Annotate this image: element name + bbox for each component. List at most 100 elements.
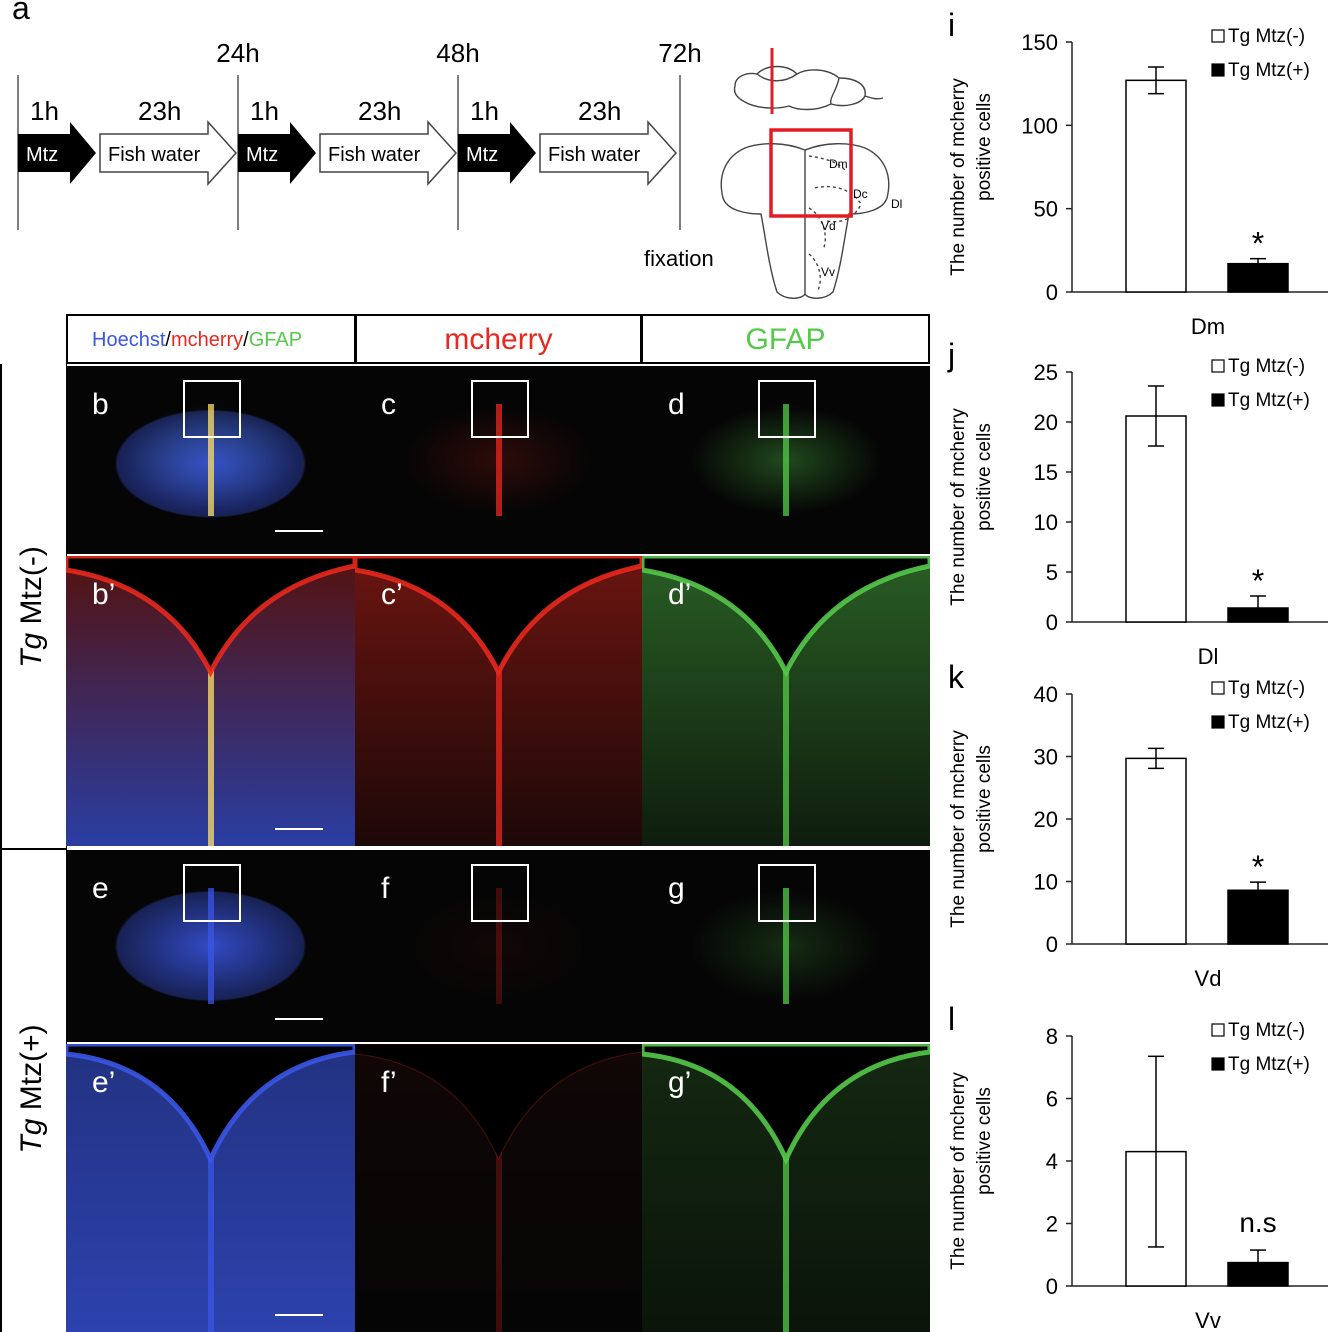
x-axis-label: Vd bbox=[1195, 966, 1222, 990]
micrograph-gfap-row4: g’ bbox=[642, 1044, 930, 1332]
inset-box bbox=[470, 380, 529, 438]
micrograph-merge-row3: e bbox=[66, 850, 355, 1042]
row-label-mtz-minus: Tg Mtz(-) bbox=[15, 546, 48, 668]
bar-chart-dl: j 0 5 10 15 20 25 The number of mcherry positive… bbox=[947, 337, 1328, 668]
scale-bar bbox=[275, 1018, 323, 1020]
header-mcherry: mcherry bbox=[355, 314, 642, 364]
ventricle-outline bbox=[642, 1044, 930, 1166]
scale-bar bbox=[275, 828, 323, 830]
legend-swatch bbox=[1211, 63, 1225, 77]
y-tick-label: 4 bbox=[1046, 1149, 1058, 1174]
step-label: Fish water bbox=[548, 144, 641, 166]
duration-label: 23h bbox=[578, 96, 621, 126]
bar-chart-vv: l 0 2 4 6 8 The number of mcherry positive cell… bbox=[948, 1001, 1328, 1332]
significance-annotation: n.s bbox=[1239, 1207, 1276, 1238]
midline-signal bbox=[207, 628, 214, 846]
y-tick-label: 0 bbox=[1046, 1274, 1058, 1299]
midline-signal bbox=[495, 1116, 502, 1332]
midline-signal bbox=[495, 628, 502, 846]
panel-letter: b’ bbox=[92, 578, 116, 611]
midline-signal bbox=[783, 628, 789, 846]
lateral-brain-diagram bbox=[733, 65, 884, 111]
fixation-label: fixation bbox=[644, 246, 714, 271]
panel-letter: c bbox=[381, 388, 396, 421]
brain-region-label: Vd bbox=[821, 219, 836, 233]
time-mark: 72h bbox=[658, 38, 701, 68]
y-tick-label: 20 bbox=[1034, 807, 1058, 832]
midline-signal bbox=[207, 1116, 214, 1332]
micrograph-gfap-row3: g bbox=[642, 850, 930, 1042]
micrograph-mcherry-row4: f’ bbox=[355, 1044, 642, 1332]
step-label: Mtz bbox=[466, 144, 498, 166]
midline-signal bbox=[495, 403, 502, 517]
micrograph-gfap-row2: d’ bbox=[642, 556, 930, 846]
brain-schematic: Dm Dc Dl Vd Vv bbox=[720, 48, 902, 299]
x-axis-label: Vv bbox=[1195, 1308, 1221, 1332]
panel-letter-a: a bbox=[12, 0, 30, 26]
legend-swatch bbox=[1211, 359, 1225, 373]
panel-letter: d’ bbox=[668, 578, 692, 611]
ventricle-outline bbox=[642, 556, 930, 678]
panel-letter: b bbox=[92, 388, 109, 421]
midline-signal bbox=[783, 1116, 789, 1332]
scale-bar bbox=[275, 530, 323, 532]
midline-signal bbox=[207, 888, 214, 1004]
y-tick-label: 0 bbox=[1046, 932, 1058, 957]
brain-region-label: Dm bbox=[829, 157, 848, 171]
midline-signal bbox=[783, 403, 789, 517]
legend-swatch bbox=[1211, 393, 1225, 407]
panel-letter: k bbox=[948, 659, 965, 695]
step-label: Mtz bbox=[26, 144, 58, 166]
y-tick-label: 8 bbox=[1046, 1024, 1058, 1049]
ventricle-outline bbox=[66, 556, 355, 678]
y-tick-label: 10 bbox=[1034, 510, 1058, 535]
legend-label: Tg Mtz(+) bbox=[1228, 1054, 1310, 1075]
legend-label: Tg Mtz(-) bbox=[1228, 356, 1305, 377]
y-axis-label: positive cells bbox=[974, 745, 995, 853]
x-axis-label: Dl bbox=[1198, 644, 1219, 668]
ventricle-outline bbox=[355, 556, 642, 678]
midline-signal bbox=[495, 888, 502, 1004]
mtz-arrow bbox=[18, 122, 96, 184]
micrograph-mcherry-row2: c’ bbox=[355, 556, 642, 846]
inset-box bbox=[758, 864, 816, 922]
step-label: Mtz bbox=[246, 144, 278, 166]
ventricle-outline bbox=[355, 1044, 642, 1161]
legend-label: Tg Mtz(-) bbox=[1228, 26, 1305, 47]
time-mark: 48h bbox=[436, 38, 479, 68]
panel-letter: g bbox=[668, 872, 685, 905]
significance-annotation: * bbox=[1252, 226, 1264, 262]
y-tick-label: 15 bbox=[1034, 460, 1058, 485]
y-axis-label: positive cells bbox=[974, 423, 995, 531]
duration-label: 1h bbox=[30, 96, 59, 126]
fish-water-arrow bbox=[539, 120, 678, 186]
inset-box bbox=[182, 864, 241, 922]
bar-tg-mtz-minus bbox=[1125, 79, 1187, 293]
legend-swatch bbox=[1211, 715, 1225, 729]
y-tick-label: 5 bbox=[1046, 560, 1058, 585]
x-axis-label: Dm bbox=[1191, 314, 1225, 338]
panel-letter: e bbox=[92, 872, 109, 905]
y-tick-label: 100 bbox=[1021, 113, 1058, 138]
inset-box bbox=[758, 380, 816, 438]
row-label-mtz-plus: Tg Mtz(+) bbox=[15, 1024, 48, 1154]
mtz-arrow bbox=[238, 122, 316, 184]
bar-chart-dm: i 0 50 100 150 The number of mcherry positive … bbox=[948, 7, 1328, 338]
legend-swatch bbox=[1211, 29, 1225, 43]
y-axis-label: The number of mcherry bbox=[948, 1072, 969, 1270]
duration-label: 23h bbox=[358, 96, 401, 126]
legend-label: Tg Mtz(+) bbox=[1228, 390, 1310, 411]
brain-region-label: Dc bbox=[853, 187, 868, 201]
y-tick-label: 10 bbox=[1034, 870, 1058, 895]
y-axis-label: positive cells bbox=[974, 1087, 995, 1195]
micrograph-gfap-row1: d bbox=[642, 366, 930, 554]
micrograph-mcherry-row3: f bbox=[355, 850, 642, 1042]
row-label-column bbox=[0, 364, 67, 1332]
duration-label: 1h bbox=[250, 96, 279, 126]
y-tick-label: 20 bbox=[1034, 410, 1058, 435]
ventricle-outline bbox=[66, 1044, 355, 1166]
legend-swatch bbox=[1211, 1023, 1225, 1037]
panel-letter: f bbox=[381, 872, 390, 905]
panel-letter: j bbox=[947, 337, 955, 373]
micrograph-mcherry-row1: c bbox=[355, 366, 642, 554]
